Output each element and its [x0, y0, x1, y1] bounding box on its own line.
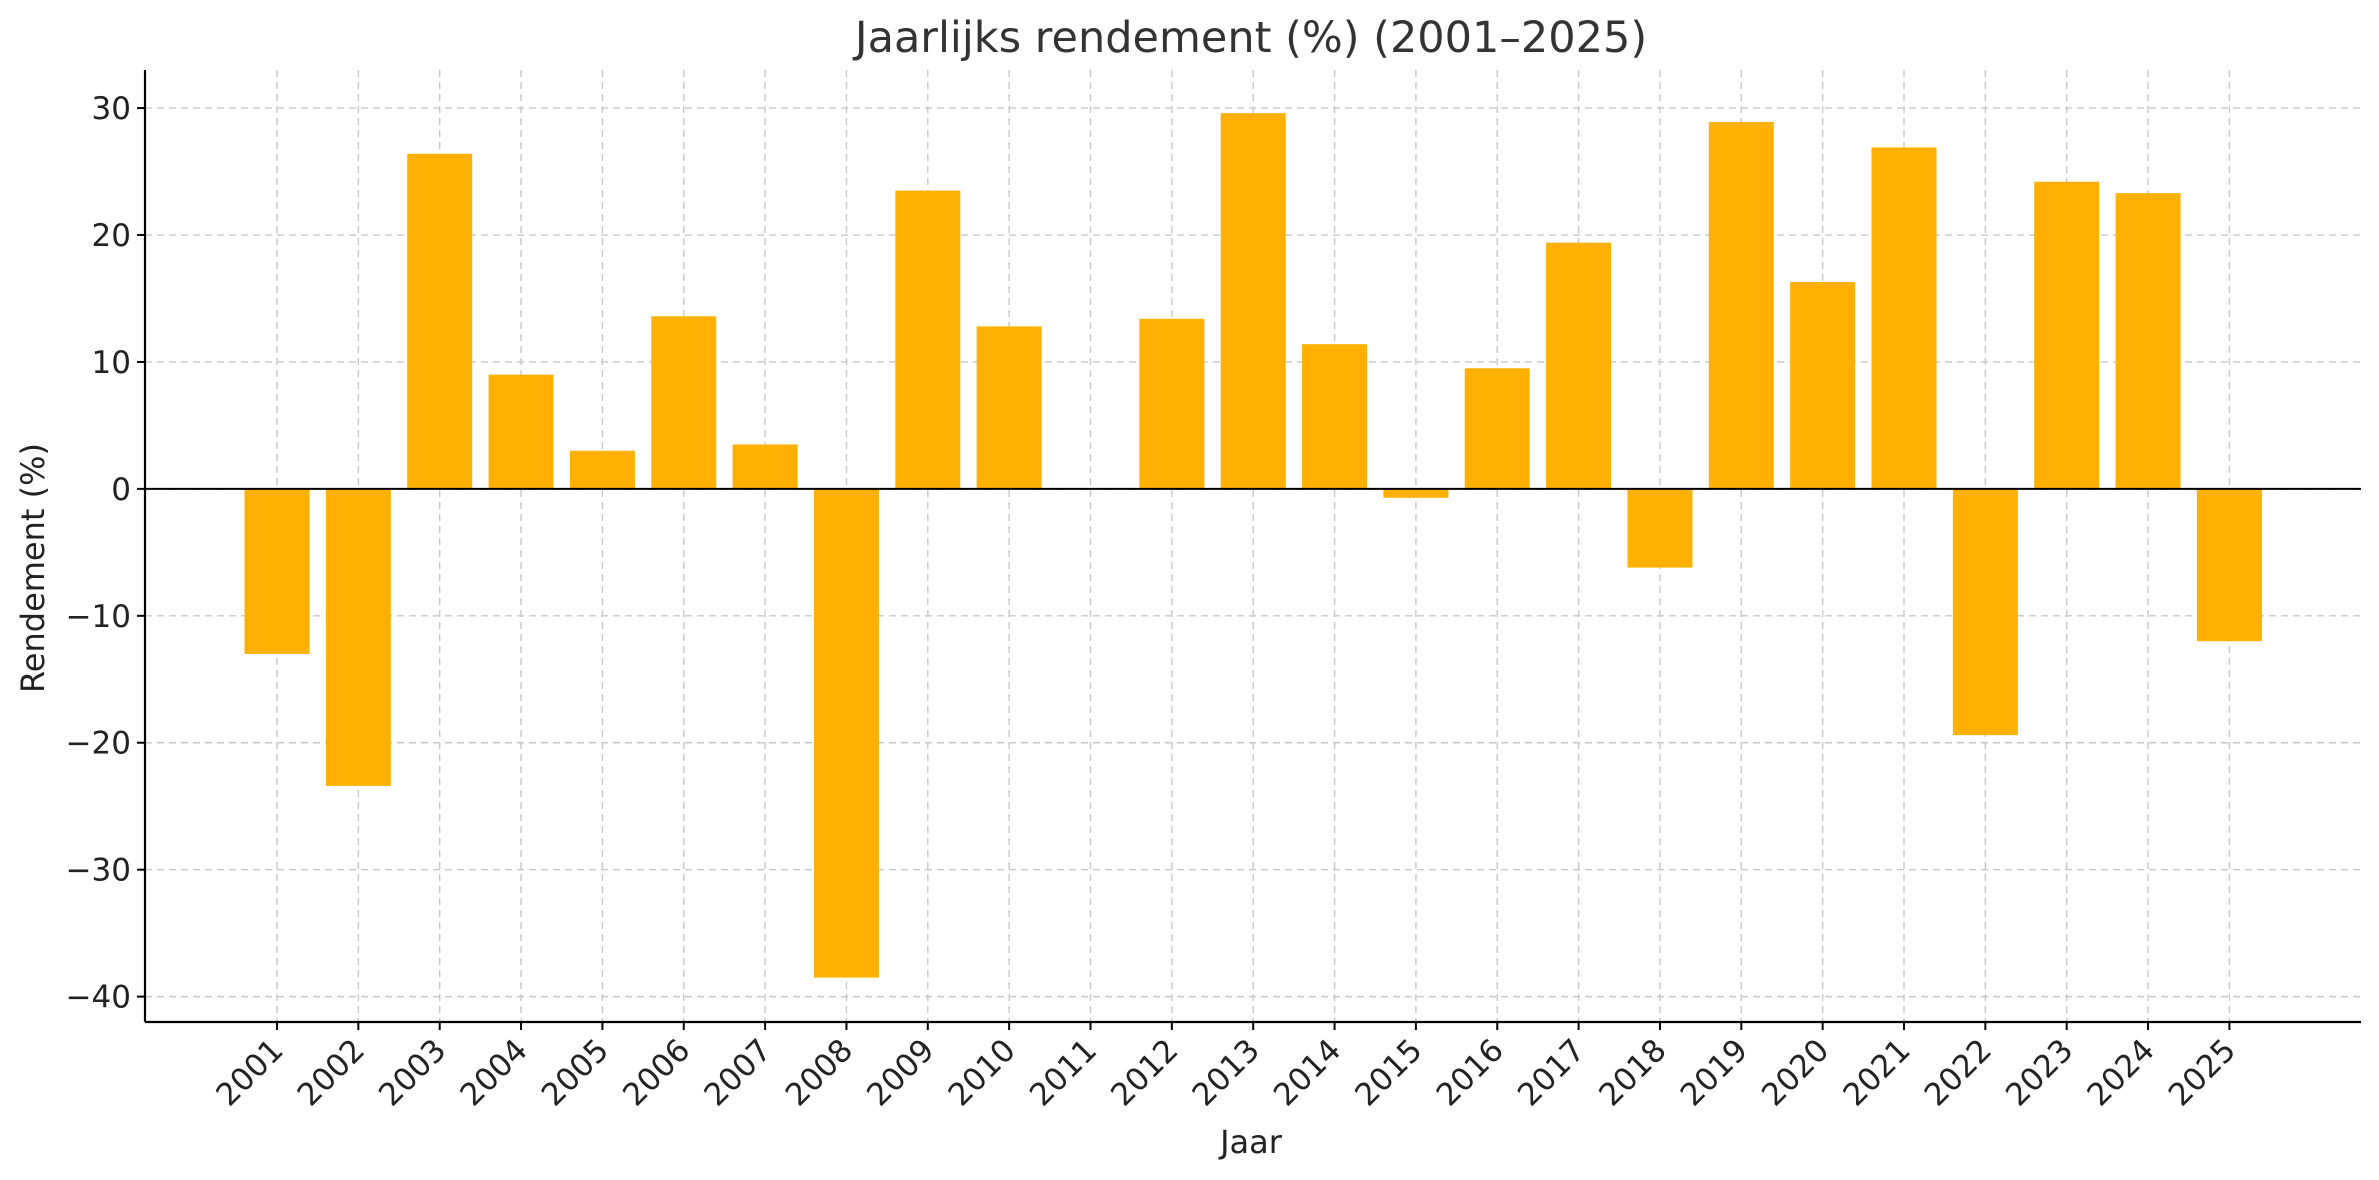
- x-tick-label: 2024: [2080, 1032, 2161, 1113]
- bar-2025: [2196, 488, 2262, 642]
- x-tick-label: 2023: [1999, 1032, 2080, 1113]
- bar-2007: [732, 444, 798, 489]
- x-tick-label: 2012: [1104, 1032, 1185, 1113]
- x-tick-label: 2014: [1267, 1032, 1348, 1113]
- y-axis-label: Rendement (%): [14, 443, 52, 693]
- y-tick-label: −10: [66, 599, 131, 635]
- x-tick-label: 2008: [779, 1032, 860, 1113]
- bar-2012: [1139, 318, 1205, 489]
- x-tick-label: 2017: [1511, 1032, 1592, 1113]
- bar-2024: [2115, 193, 2181, 489]
- y-tick-label: 10: [92, 345, 131, 381]
- x-tick-label: 2016: [1430, 1032, 1511, 1113]
- x-tick-label: 2007: [698, 1032, 779, 1113]
- bar-2004: [488, 374, 554, 489]
- bar-2022: [1952, 488, 2018, 736]
- x-tick-label: 2010: [942, 1032, 1023, 1113]
- x-tick-label: 2006: [616, 1032, 697, 1113]
- bar-2016: [1464, 368, 1530, 489]
- bar-2013: [1220, 113, 1286, 489]
- chart-title: Jaarlijks rendement (%) (2001–2025): [852, 13, 1647, 63]
- bar-2002: [325, 488, 391, 786]
- x-tick-label: 2025: [2162, 1032, 2243, 1113]
- x-tick-label: 2003: [372, 1032, 453, 1113]
- bar-2023: [2034, 181, 2100, 489]
- bar-2003: [407, 153, 473, 489]
- bar-2005: [569, 450, 635, 489]
- bars: [244, 113, 2262, 978]
- bar-2018: [1627, 488, 1693, 568]
- x-tick-label: 2004: [453, 1032, 534, 1113]
- x-tick-label: 2020: [1755, 1032, 1836, 1113]
- y-tick-label: −20: [66, 726, 131, 762]
- bar-2001: [244, 488, 310, 654]
- y-tick-label: 30: [92, 91, 131, 127]
- bar-2014: [1302, 344, 1368, 489]
- x-tick-label: 2022: [1918, 1032, 1999, 1113]
- y-tick-label: −30: [66, 853, 131, 889]
- x-tick-label: 2019: [1674, 1032, 1755, 1113]
- bar-2017: [1546, 242, 1612, 489]
- bar-2019: [1708, 122, 1774, 489]
- bar-2008: [813, 488, 879, 978]
- x-tick-label: 2002: [291, 1032, 372, 1113]
- y-ticks: −40 −30 −20 −10 0 10 20 30: [66, 91, 145, 1016]
- x-tick-label: 2011: [1023, 1032, 1104, 1113]
- bar-2010: [976, 326, 1042, 489]
- x-tick-label: 2005: [535, 1032, 616, 1113]
- x-tick-label: 2015: [1348, 1032, 1429, 1113]
- y-tick-label: 20: [92, 218, 131, 254]
- y-tick-label: −40: [66, 980, 131, 1016]
- x-tick-label: 2021: [1836, 1032, 1917, 1113]
- bar-2021: [1871, 147, 1937, 489]
- bar-2009: [895, 190, 961, 489]
- bar-2006: [651, 316, 717, 489]
- x-tick-label: 2009: [860, 1032, 941, 1113]
- x-tick-label: 2013: [1186, 1032, 1267, 1113]
- x-axis-label: Jaar: [1218, 1123, 1283, 1161]
- bar-2015: [1383, 488, 1449, 498]
- x-ticks: 2001 2002 2003 2004 2005 2006 2007 2008 2009 2010…: [209, 1022, 2243, 1113]
- x-tick-label: 2001: [209, 1032, 290, 1113]
- bar-2020: [1790, 281, 1856, 489]
- y-tick-label: 0: [111, 472, 131, 508]
- x-tick-label: 2018: [1592, 1032, 1673, 1113]
